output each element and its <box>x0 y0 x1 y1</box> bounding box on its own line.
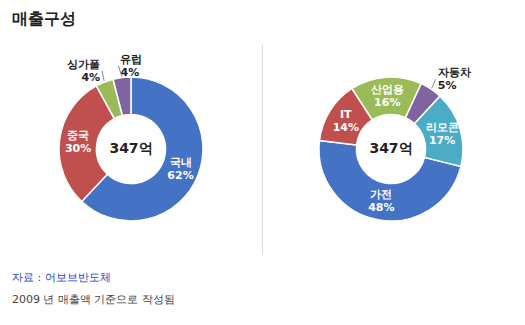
pie-group: 347억국내62%중국30%싱가폴4%유럽4% <box>59 53 203 221</box>
pie-group: 347억가전48% IT14% 산업용16% 리모콘17% 자동차5% <box>319 66 471 221</box>
label-category: 국내 <box>170 156 192 169</box>
chart-svg: 매출구성347억국내62%중국30%싱가폴4%유럽4%347억가전48%IT14… <box>0 0 525 325</box>
label-value: 30% <box>65 142 91 155</box>
data-labels: 가전48% IT14% 산업용16% 리모콘17% 자동차5% <box>333 66 471 214</box>
data-label: 리모콘17% <box>426 121 459 147</box>
center-text: 347억 <box>109 140 152 156</box>
data-label: IT14% <box>333 108 359 134</box>
label-value: 4% <box>81 71 100 84</box>
label-category: 싱가폴 <box>67 58 100 71</box>
data-label: 자동차5% <box>438 66 471 92</box>
divider <box>262 44 263 255</box>
pie-slice <box>414 96 463 166</box>
label-value: 17% <box>429 134 455 147</box>
label-category: 가전 <box>370 188 392 201</box>
label-category: 중국 <box>67 129 89 142</box>
label-value: 5% <box>438 79 457 92</box>
label-value: 48% <box>368 201 394 214</box>
pie-slice <box>113 77 131 116</box>
leader-line <box>102 71 104 81</box>
label-value: 16% <box>374 96 400 109</box>
data-label: 유럽4% <box>120 53 142 79</box>
label-value: 14% <box>333 121 359 134</box>
slices <box>59 77 203 221</box>
label-category: 자동차 <box>438 66 471 79</box>
data-label: 싱가폴4% <box>67 58 100 84</box>
data-label: 국내62% <box>167 156 193 182</box>
data-label: 중국30% <box>65 129 91 155</box>
leader-lines <box>432 79 436 88</box>
data-labels: 국내62%중국30%싱가폴4%유럽4% <box>65 53 194 182</box>
label-category: 리모콘 <box>426 121 459 134</box>
center-text: 347억 <box>369 140 412 156</box>
label-value: 62% <box>167 169 193 182</box>
label-category: 산업용 <box>371 83 404 96</box>
chart-title: 매출구성 <box>12 9 76 28</box>
leader-lines <box>102 66 122 81</box>
leader-line <box>118 66 121 77</box>
label-category: IT <box>340 108 352 121</box>
leader-line <box>432 79 436 88</box>
slices <box>319 77 463 221</box>
label-value: 4% <box>120 66 139 79</box>
label-category: 유럽 <box>120 53 142 66</box>
footer-note: 자료 : 어보브반도체 <box>12 271 111 284</box>
data-label: 산업용16% <box>371 83 404 109</box>
data-label: 가전48% <box>368 188 394 214</box>
footer-note: 2009 년 매출액 기준으로 작성됨 <box>12 293 175 306</box>
